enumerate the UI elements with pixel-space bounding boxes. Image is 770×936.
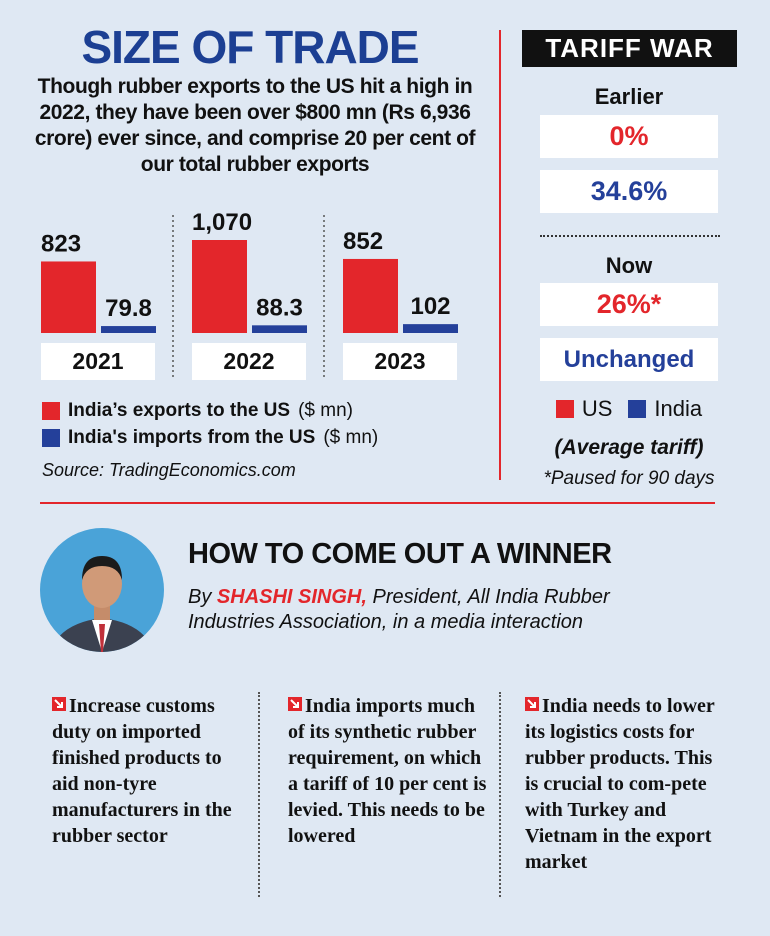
section-title: HOW TO COME OUT A WINNER xyxy=(188,538,612,570)
point-text: India needs to lower its logistics costs… xyxy=(525,695,715,873)
category-box xyxy=(41,343,155,380)
bullet-icon xyxy=(288,697,302,711)
value-label: 88.3 xyxy=(256,294,303,321)
x-tick-label: 2021 xyxy=(72,348,123,374)
chart-subtitle: Though rubber exports to the US hit a hi… xyxy=(34,75,476,176)
footnote: *Paused for 90 days xyxy=(543,468,715,489)
tariff-box: Unchanged xyxy=(540,338,718,381)
author: SHASHI SINGH, xyxy=(216,586,367,608)
value-label: 1,070 xyxy=(192,209,252,236)
panel-title: TARIFF WAR xyxy=(522,30,737,67)
point: Increase customs duty on imported finish… xyxy=(52,693,252,849)
legend-swatch xyxy=(42,402,60,420)
byline-text: President, All India Rubber Industries A… xyxy=(188,586,610,633)
legend-swatch xyxy=(628,400,647,418)
x-tick-label: 2023 xyxy=(374,348,425,374)
legend-label: India's imports from the US xyxy=(68,427,316,448)
legend-label: India’s exports to the US xyxy=(68,400,291,421)
legend-swatch xyxy=(42,429,60,447)
source: Source: TradingEconomics.com xyxy=(42,460,296,480)
point-text: Increase customs duty on imported finish… xyxy=(52,695,232,847)
bullet-icon xyxy=(52,697,66,711)
caption: (Average tariff) xyxy=(554,436,704,459)
value-label: 823 xyxy=(41,230,81,257)
value-label: 852 xyxy=(343,228,383,255)
divider xyxy=(499,30,501,480)
tariff-legend: US India xyxy=(540,396,718,422)
legend-label: US xyxy=(581,396,613,421)
tariff-box: 26%* xyxy=(540,283,718,326)
legend-label: India xyxy=(654,396,703,421)
period-label: Earlier xyxy=(594,84,664,109)
point: India needs to lower its logistics costs… xyxy=(525,693,720,875)
byline: By SHASHI SINGH, President, All India Ru… xyxy=(188,585,688,635)
legend-item: India's imports from the US ($ mn) xyxy=(42,427,378,449)
separator xyxy=(258,692,260,897)
point-text: India imports much of its synthetic rubb… xyxy=(288,695,487,847)
value-label: 79.8 xyxy=(105,295,152,322)
bar xyxy=(41,261,96,333)
category-box xyxy=(343,343,457,380)
bar xyxy=(101,326,156,333)
byline-prefix: By xyxy=(188,586,212,608)
tariff-box: 0% xyxy=(540,115,718,158)
tariff-box: 34.6% xyxy=(540,170,718,213)
legend-item: India’s exports to the US ($ mn) xyxy=(42,400,353,422)
legend-swatch xyxy=(555,400,574,418)
point: India imports much of its synthetic rubb… xyxy=(288,693,488,849)
bar xyxy=(403,324,458,333)
separator xyxy=(540,235,720,237)
divider xyxy=(40,502,715,504)
bar xyxy=(343,258,398,333)
chart-title: SIZE OF TRADE xyxy=(81,21,419,73)
bullet-icon xyxy=(525,697,539,711)
bar xyxy=(252,325,307,333)
period-label: Now xyxy=(605,253,653,278)
chart: 823 79.8 2021 1,070 88.3 2022 852 102 2023 xyxy=(41,209,458,380)
legend-unit: ($ mn) xyxy=(298,400,353,421)
bar xyxy=(192,240,247,333)
legend-unit: ($ mn) xyxy=(323,427,379,448)
separator xyxy=(499,692,501,897)
x-tick-label: 2022 xyxy=(223,348,274,374)
portrait xyxy=(40,528,164,652)
value-label: 102 xyxy=(410,293,450,320)
category-box xyxy=(192,343,306,380)
